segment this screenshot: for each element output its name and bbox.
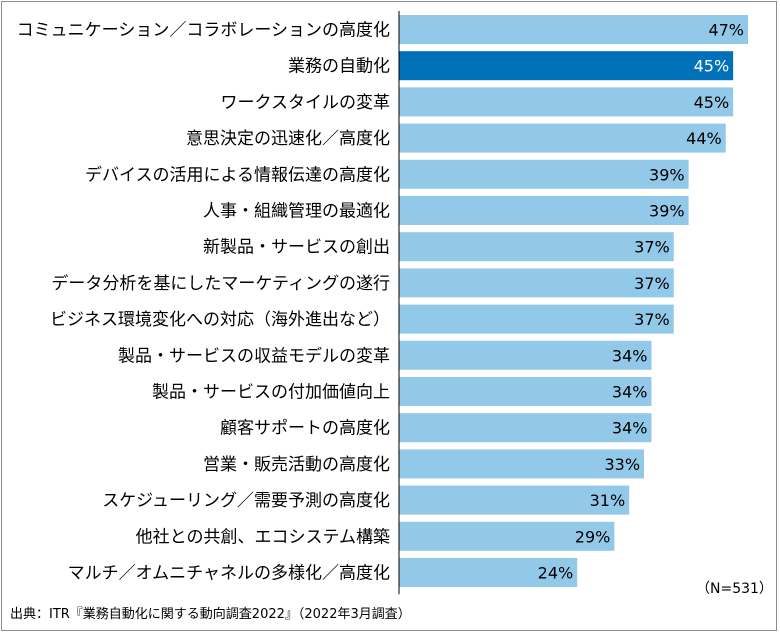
category-label: ワークスタイルの変革 (221, 93, 391, 113)
bar-chart: コミュニケーション／コラボレーションの高度化 47% 業務の自動化 45% ワークスタイ… (17, 11, 748, 595)
bar (399, 521, 615, 551)
bar (399, 413, 652, 443)
value-label: 37% (634, 310, 670, 329)
bar (399, 485, 630, 515)
value-label: 34% (612, 346, 648, 365)
category-label: 製品・サービスの収益モデルの変革 (118, 345, 390, 366)
value-label: 37% (634, 238, 670, 257)
category-label: スケジューリング／需要予測の高度化 (102, 491, 390, 511)
category-label: コミュニケーション／コラボレーションの高度化 (17, 21, 390, 41)
bar (399, 15, 748, 44)
category-label: 製品・サービスの付加価値向上 (152, 383, 390, 403)
value-label: 39% (649, 165, 685, 184)
bar (399, 558, 578, 587)
category-label: ビジネス環境変化への対応（海外進出など） (50, 310, 390, 330)
sample-size-label: （N=531） (696, 581, 773, 597)
value-label: 44% (686, 129, 722, 148)
source-note: 出典：ITR『業務自動化に関する動向調査2022』（2022年3月調査） (10, 607, 411, 622)
bar (399, 159, 689, 189)
bar (399, 340, 652, 370)
bar (399, 123, 726, 153)
bar (399, 87, 734, 117)
value-label: 45% (694, 57, 730, 76)
category-label: デバイスの活用による情報伝達の高度化 (85, 164, 390, 185)
value-label: 29% (575, 527, 611, 546)
bar (399, 268, 674, 298)
value-label: 33% (604, 455, 640, 474)
category-label: 意思決定の迅速化／高度化 (186, 129, 390, 149)
bar (399, 377, 652, 406)
value-label: 37% (634, 274, 670, 293)
value-label: 34% (612, 383, 648, 402)
category-label: 他社との共創、エコシステム構築 (136, 527, 390, 547)
value-label: 34% (612, 419, 648, 438)
value-label: 24% (538, 564, 574, 583)
category-label: データ分析を基にしたマーケティングの遂行 (51, 273, 390, 294)
category-label: 新製品・サービスの創出 (203, 238, 390, 258)
value-label: 47% (708, 21, 744, 40)
bar (399, 449, 645, 479)
category-label: 業務の自動化 (288, 57, 390, 77)
bar (399, 196, 689, 225)
value-label: 31% (590, 491, 626, 510)
bar (399, 304, 674, 334)
category-label: 人事・組織管理の最適化 (203, 202, 390, 222)
bar (399, 51, 734, 81)
category-label: 営業・販売活動の高度化 (203, 455, 390, 475)
bar (399, 232, 674, 262)
value-label: 45% (694, 93, 730, 112)
category-label: マルチ／オムニチャネルの多様化／高度化 (68, 564, 390, 584)
category-label: 顧客サポートの高度化 (220, 419, 390, 439)
value-label: 39% (649, 202, 685, 221)
